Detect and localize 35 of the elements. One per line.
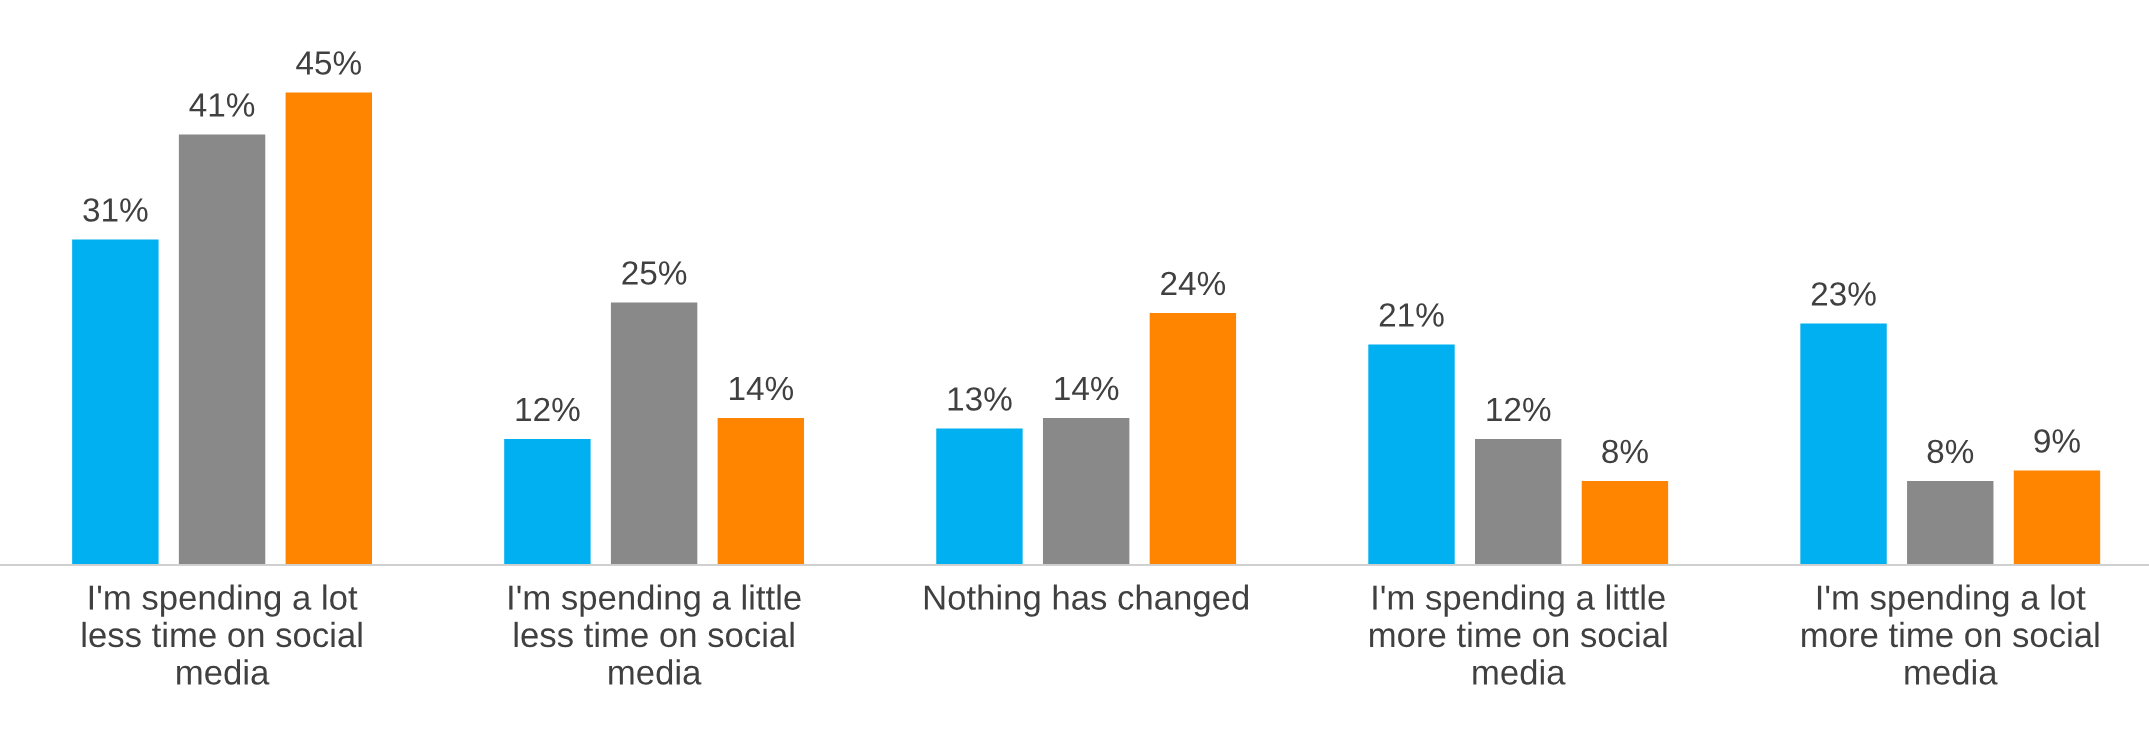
data-label: 8% — [1927, 439, 1974, 464]
bar — [285, 92, 372, 565]
data-label: 31% — [83, 198, 148, 222]
data-label: 24% — [1161, 271, 1226, 296]
bar — [610, 302, 698, 565]
bar — [1581, 480, 1669, 565]
bar — [504, 438, 591, 565]
bar — [1149, 312, 1237, 565]
bar — [1042, 417, 1130, 565]
data-label: 45% — [296, 51, 361, 75]
data-label: 21% — [1379, 303, 1444, 327]
data-label: 9% — [2034, 429, 2080, 453]
data-label: 25% — [622, 261, 687, 285]
data-label: 41% — [189, 93, 255, 117]
x-tick-label: I'm spending a little less time on social media — [509, 584, 801, 685]
bar — [1475, 438, 1562, 565]
data-label: 23% — [1811, 282, 1876, 306]
bar — [936, 428, 1023, 565]
data-label: 12% — [516, 397, 580, 422]
data-label: 14% — [730, 376, 794, 401]
bar — [2013, 470, 2101, 565]
bar — [72, 239, 159, 565]
bar — [178, 134, 266, 565]
x-tick-label: I'm spending a little more time on social media — [1370, 584, 1667, 685]
data-label: 8% — [1602, 439, 1648, 464]
data-label: 13% — [948, 387, 1012, 411]
data-label: 12% — [1487, 397, 1551, 422]
data-label: 14% — [1055, 376, 1119, 401]
bar — [1368, 344, 1455, 565]
bar — [1907, 480, 1994, 565]
x-tick-label: Nothing has changed — [924, 584, 1249, 617]
x-tick-label: I'm spending a lot more time on social media — [1802, 584, 2099, 685]
bar — [1800, 323, 1887, 565]
x-tick-label: I'm spending a lot less time on social media — [82, 584, 362, 685]
bar — [717, 417, 805, 565]
